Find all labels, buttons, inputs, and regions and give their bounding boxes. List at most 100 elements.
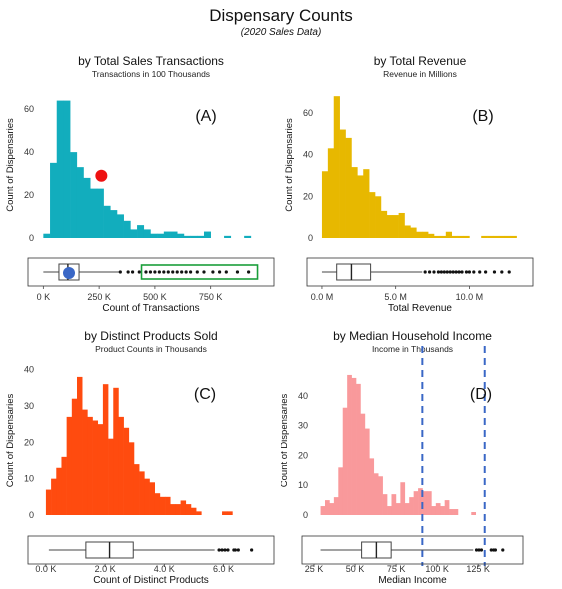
- histogram-bar: [404, 503, 410, 515]
- boxplot-outlier: [507, 270, 511, 274]
- histogram-bar: [123, 427, 130, 515]
- boxplot-outlier: [492, 270, 497, 274]
- histogram-bar: [50, 162, 58, 238]
- histogram-bar: [56, 467, 62, 515]
- panel-tag-label: (C): [194, 386, 216, 403]
- x-tick-label: 2.0 K: [95, 564, 116, 574]
- histogram-bar: [149, 482, 155, 515]
- y-tick-label: 30: [24, 401, 34, 411]
- y-axis-label: Count of Dispensaries: [5, 394, 16, 488]
- histogram-bar: [96, 188, 104, 238]
- histogram-bar: [360, 413, 366, 515]
- boxplot-outlier: [184, 270, 188, 274]
- histogram-bar: [398, 212, 405, 238]
- boxplot-outlier: [195, 270, 199, 274]
- histogram-bar: [413, 491, 419, 515]
- x-tick-label: 10.0 M: [456, 292, 484, 302]
- histogram-bar: [66, 416, 73, 515]
- boxplot-outlier: [217, 548, 221, 552]
- boxplot-outlier: [126, 270, 130, 274]
- boxplot-outlier: [144, 270, 148, 274]
- boxplot-outlier: [427, 270, 432, 274]
- histogram-bar: [103, 205, 111, 238]
- boxplot-outlier: [218, 270, 222, 274]
- y-tick-label: 60: [303, 108, 313, 118]
- histogram-bar: [444, 500, 450, 515]
- histogram-bar: [357, 175, 364, 238]
- histogram-bar: [373, 473, 379, 515]
- boxplot-outlier: [501, 548, 505, 552]
- histogram-bar: [320, 506, 326, 515]
- histogram-bar: [333, 96, 340, 238]
- x-tick-label: 500 K: [143, 292, 167, 302]
- histogram-bar: [395, 503, 401, 515]
- boxplot-outlier: [484, 270, 488, 274]
- x-tick-label: 0 K: [37, 292, 51, 302]
- histogram-bar: [471, 512, 477, 515]
- boxplot-outlier: [118, 270, 122, 274]
- histogram-bar: [345, 137, 352, 238]
- histogram-bar: [244, 235, 252, 238]
- histogram-bar: [347, 374, 352, 515]
- histogram-bar: [163, 231, 171, 238]
- histogram-bar: [351, 377, 357, 515]
- panel-title: by Total Revenue: [374, 54, 467, 68]
- histogram-bar: [333, 497, 339, 515]
- y-tick-label: 40: [303, 150, 313, 160]
- y-tick-label: 0: [303, 510, 308, 520]
- histogram-bar: [329, 503, 335, 515]
- histogram-bar: [324, 500, 330, 515]
- histogram-bar: [392, 215, 399, 238]
- y-tick-label: 0: [29, 233, 34, 243]
- histogram-bar: [449, 509, 454, 515]
- boxplot-frame: [301, 535, 524, 565]
- x-tick-label: 750 K: [199, 292, 223, 302]
- histogram-bar: [43, 233, 51, 238]
- histogram-bar: [183, 235, 191, 238]
- x-tick-label: 6.0 K: [213, 564, 234, 574]
- histogram-bar: [51, 478, 57, 515]
- panel-subtitle: Income in Thousands: [372, 344, 453, 354]
- histogram-bar: [434, 235, 441, 238]
- boxplot-frame: [306, 257, 534, 287]
- x-tick-label: 50 K: [346, 564, 365, 574]
- boxplot-outlier: [250, 548, 254, 552]
- y-tick-label: 20: [298, 450, 308, 460]
- boxplot-outlier: [423, 270, 427, 274]
- boxplot-outlier: [157, 270, 161, 274]
- x-tick-label: 25 K: [305, 564, 324, 574]
- boxplot-outlier: [467, 270, 471, 274]
- boxplot-median-marker: [63, 267, 76, 279]
- histogram-bar: [440, 506, 445, 515]
- y-tick-label: 40: [24, 365, 34, 375]
- boxplot-outlier: [460, 270, 464, 274]
- y-tick-label: 10: [24, 474, 34, 484]
- boxplot-outlier: [448, 270, 452, 274]
- histogram-bar: [351, 167, 358, 238]
- histogram-bar: [165, 496, 171, 515]
- histogram-bar: [380, 210, 388, 238]
- figure-title: Dispensary Counts: [209, 6, 353, 25]
- boxplot-outlier: [235, 270, 240, 274]
- histogram-bar: [422, 231, 429, 238]
- histogram-bar: [431, 506, 437, 515]
- histogram-bar: [386, 215, 394, 238]
- boxplot-outlier: [233, 548, 237, 552]
- panel-tag-label: (A): [195, 108, 216, 125]
- boxplot-outlier: [166, 270, 170, 274]
- histogram-bar: [123, 220, 131, 238]
- histogram-bar: [404, 225, 411, 238]
- histogram-bar: [504, 235, 511, 238]
- histogram-bar: [190, 235, 198, 238]
- histogram-bar: [498, 235, 506, 238]
- boxplot-outlier: [464, 270, 469, 274]
- boxplot-outlier: [478, 270, 482, 274]
- histogram-bar: [139, 471, 145, 515]
- boxplot-outlier: [457, 270, 461, 274]
- boxplot-outlier: [130, 270, 135, 274]
- histogram-bar: [82, 409, 88, 515]
- boxplot-outlier: [489, 548, 493, 552]
- histogram-bar: [190, 507, 197, 515]
- x-tick-label: 75 K: [387, 564, 406, 574]
